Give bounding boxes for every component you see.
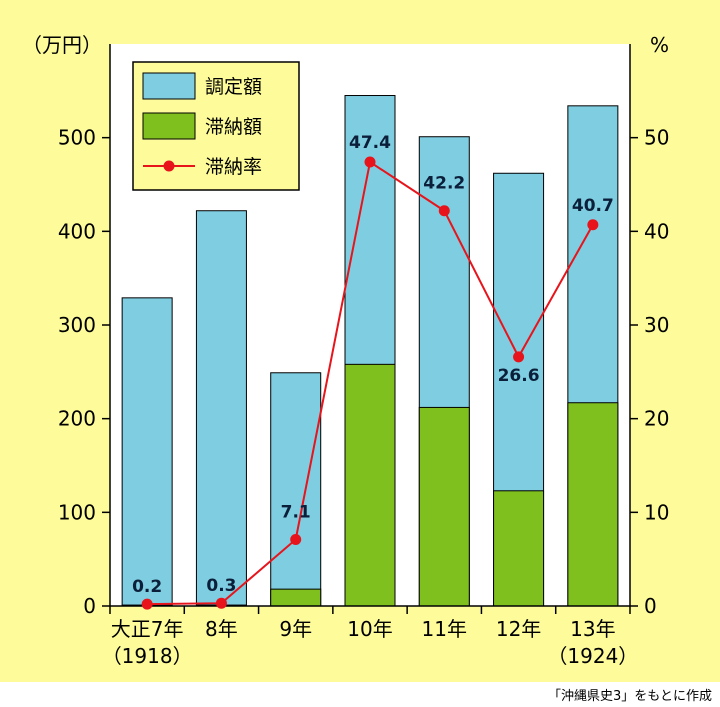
assessed-bar	[195, 210, 247, 607]
rate-data-label: 26.6	[498, 366, 540, 386]
right-tick-label: 10	[644, 500, 669, 524]
assessed-bar	[121, 297, 173, 607]
category-sublabel: （1918）	[102, 644, 193, 668]
left-tick-label: 500	[58, 126, 96, 150]
category-label: 11年	[422, 617, 467, 641]
right-tick-label: 20	[644, 407, 669, 431]
rate-point	[290, 533, 302, 545]
legend-label: 調定額	[205, 76, 262, 98]
left-tick-label: 200	[58, 407, 96, 431]
assessed-bar	[270, 372, 322, 607]
left-tick-label: 0	[83, 594, 96, 618]
category-label: 8年	[205, 617, 238, 641]
left-tick-label: 300	[58, 313, 96, 337]
category-label: 13年	[570, 617, 615, 641]
category-label: 9年	[279, 617, 312, 641]
rate-point	[438, 205, 450, 217]
category-label: 12年	[496, 617, 541, 641]
right-axis-unit: %	[650, 33, 669, 57]
delinquent-bar	[270, 588, 322, 607]
rate-data-label: 0.2	[132, 577, 162, 597]
right-tick-label: 30	[644, 313, 669, 337]
legend-swatch-rate-point	[163, 160, 175, 172]
rate-data-label: 47.4	[349, 133, 391, 153]
rate-point	[587, 219, 599, 231]
right-tick-label: 40	[644, 219, 669, 243]
rate-data-label: 0.3	[206, 576, 236, 596]
rate-point	[364, 156, 376, 168]
delinquent-bar	[567, 402, 619, 607]
delinquent-bar	[418, 406, 470, 607]
rate-data-label: 42.2	[423, 174, 465, 194]
source-note: 「沖縄県史3」をもとに作成	[548, 689, 712, 704]
plot-area: 0 100 200 300 400 500 0 10 20 30 40 50 （万円） % 大正7年 （191…	[22, 33, 669, 668]
left-axis-unit: （万円）	[22, 33, 102, 57]
right-tick-label: 0	[644, 594, 657, 618]
rate-point	[513, 351, 525, 363]
category-label: 10年	[347, 617, 392, 641]
legend-swatch-assessed	[142, 72, 196, 100]
left-tick-label: 400	[58, 219, 96, 243]
category-sublabel: （1924）	[547, 644, 638, 668]
rate-point	[141, 598, 153, 610]
right-tick-label: 50	[644, 126, 669, 150]
legend-label: 滞納率	[205, 156, 262, 178]
delinquent-bar	[344, 363, 396, 607]
rate-data-label: 7.1	[281, 502, 311, 522]
left-tick-label: 100	[58, 500, 96, 524]
legend-swatch-delinquent	[142, 112, 196, 140]
rate-point	[215, 597, 227, 609]
legend-label: 滞納額	[205, 116, 262, 138]
rate-data-label: 40.7	[572, 196, 614, 216]
delinquent-bar	[493, 490, 545, 607]
category-label: 大正7年	[111, 617, 184, 641]
